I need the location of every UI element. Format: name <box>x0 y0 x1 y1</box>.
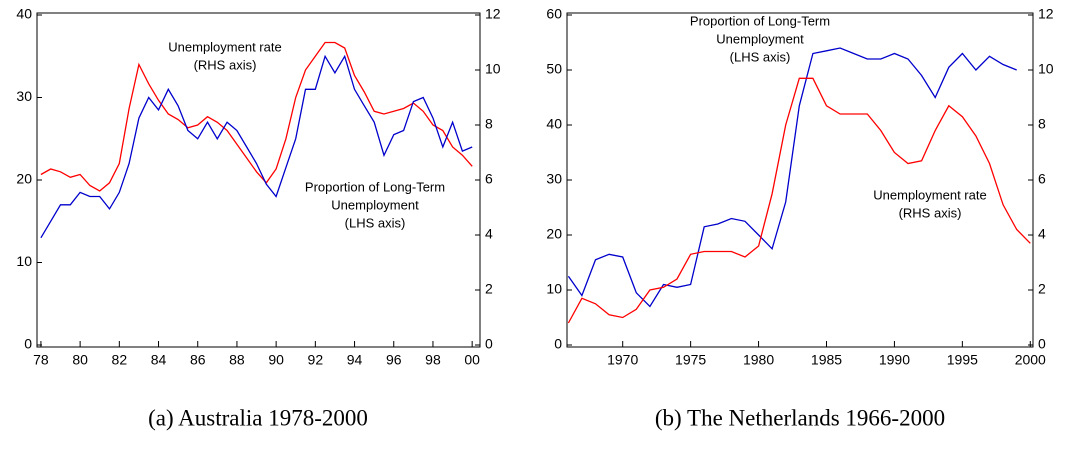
y-tick-label: 0 <box>24 336 32 352</box>
y2-tick-label: 12 <box>485 6 501 22</box>
y-tick-label: 40 <box>16 6 32 22</box>
x-tick-label: 84 <box>151 352 167 368</box>
x-tick-label: 1970 <box>607 352 638 368</box>
plot-frame <box>566 12 1034 348</box>
y2-tick-label: 2 <box>1038 281 1046 297</box>
y-tick-label: 20 <box>546 226 562 242</box>
y2-tick-label: 2 <box>485 281 493 297</box>
y-tick-label: 40 <box>546 116 562 132</box>
x-tick-label: 1975 <box>675 352 706 368</box>
y-tick-label: 30 <box>546 171 562 187</box>
annotation: Unemployment rate <box>168 39 281 54</box>
annotation: (LHS axis) <box>730 49 791 64</box>
x-tick-label: 1995 <box>947 352 978 368</box>
x-tick-label: 98 <box>425 352 441 368</box>
annotation: Proportion of Long-Term <box>305 179 445 194</box>
y2-tick-label: 6 <box>1038 171 1046 187</box>
y2-tick-label: 0 <box>1038 336 1046 352</box>
x-tick-label: 96 <box>386 352 402 368</box>
y2-tick-label: 8 <box>1038 116 1046 132</box>
x-tick-label: 82 <box>112 352 128 368</box>
y-tick-label: 10 <box>546 281 562 297</box>
y-tick-label: 10 <box>16 253 32 269</box>
series-line <box>567 47 1017 308</box>
y2-tick-label: 10 <box>1038 61 1054 77</box>
annotation: Unemployment <box>716 31 804 46</box>
series-line <box>40 41 473 192</box>
caption: (b) The Netherlands 1966-2000 <box>655 405 945 430</box>
series-line <box>567 77 1031 324</box>
x-tick-label: 00 <box>464 352 480 368</box>
x-tick-label: 1985 <box>811 352 842 368</box>
annotation: (LHS axis) <box>345 215 406 230</box>
series-line <box>40 54 473 239</box>
caption: (a) Australia 1978-2000 <box>148 405 368 430</box>
y2-tick-label: 0 <box>485 336 493 352</box>
y2-tick-label: 6 <box>485 171 493 187</box>
x-tick-label: 94 <box>347 352 363 368</box>
x-tick-label: 88 <box>229 352 245 368</box>
y-tick-label: 50 <box>546 61 562 77</box>
x-tick-label: 92 <box>308 352 324 368</box>
y2-tick-label: 8 <box>485 116 493 132</box>
y-tick-label: 0 <box>554 336 562 352</box>
x-tick-label: 80 <box>72 352 88 368</box>
annotation: Proportion of Long-Term <box>690 13 830 28</box>
annotation: (RHS axis) <box>899 205 962 220</box>
y2-tick-label: 4 <box>485 226 493 242</box>
y2-tick-label: 4 <box>1038 226 1046 242</box>
y-tick-label: 60 <box>546 6 562 22</box>
x-tick-label: 2000 <box>1015 352 1046 368</box>
x-tick-label: 78 <box>33 352 49 368</box>
annotation: Unemployment rate <box>873 187 986 202</box>
x-tick-label: 86 <box>190 352 206 368</box>
x-tick-label: 90 <box>268 352 284 368</box>
y2-tick-label: 10 <box>485 61 501 77</box>
y-tick-label: 30 <box>16 88 32 104</box>
annotation: Unemployment <box>331 197 419 212</box>
y2-tick-label: 12 <box>1038 6 1054 22</box>
x-tick-label: 1990 <box>879 352 910 368</box>
y-tick-label: 20 <box>16 171 32 187</box>
annotation: (RHS axis) <box>194 57 257 72</box>
x-tick-label: 1980 <box>743 352 774 368</box>
